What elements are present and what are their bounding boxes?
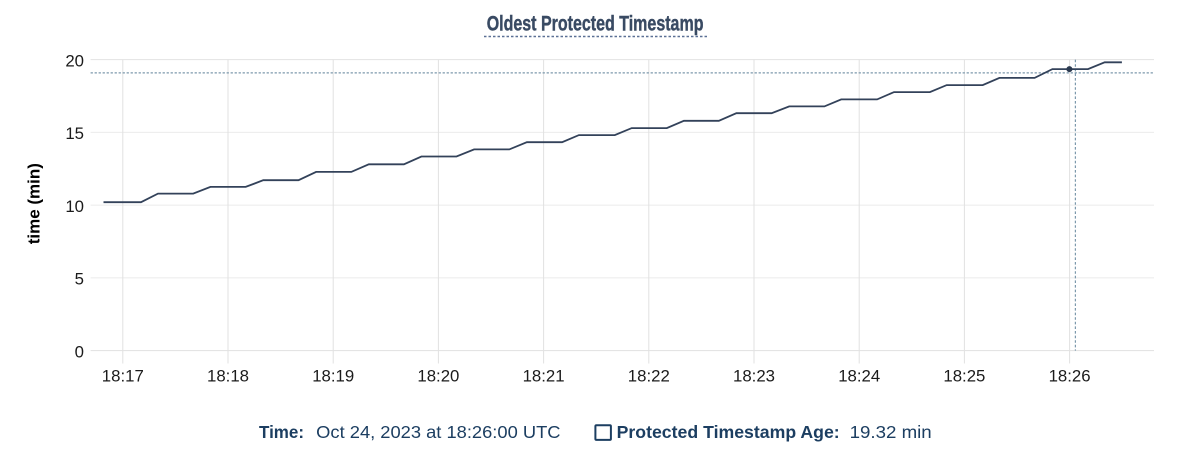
svg-text:Protected Timestamp Age:: Protected Timestamp Age: bbox=[617, 422, 840, 442]
svg-text:time (min): time (min) bbox=[25, 163, 44, 244]
svg-text:15: 15 bbox=[65, 124, 84, 143]
svg-text:0: 0 bbox=[75, 342, 84, 361]
svg-text:18:25: 18:25 bbox=[943, 366, 985, 385]
svg-text:18:22: 18:22 bbox=[628, 366, 670, 385]
svg-text:19.32 min: 19.32 min bbox=[850, 422, 932, 442]
svg-text:18:26: 18:26 bbox=[1049, 366, 1091, 385]
svg-text:18:19: 18:19 bbox=[312, 366, 354, 385]
svg-text:5: 5 bbox=[75, 270, 84, 289]
svg-text:18:24: 18:24 bbox=[838, 366, 880, 385]
svg-text:Time:: Time: bbox=[259, 422, 304, 442]
svg-text:18:17: 18:17 bbox=[102, 366, 144, 385]
svg-text:10: 10 bbox=[65, 197, 84, 216]
svg-text:18:23: 18:23 bbox=[733, 366, 775, 385]
svg-text:18:20: 18:20 bbox=[417, 366, 459, 385]
svg-text:20: 20 bbox=[65, 51, 84, 70]
svg-text:Oldest Protected Timestamp: Oldest Protected Timestamp bbox=[487, 13, 704, 36]
svg-text:Oct 24, 2023 at 18:26:00 UTC: Oct 24, 2023 at 18:26:00 UTC bbox=[316, 422, 560, 442]
svg-text:18:21: 18:21 bbox=[523, 366, 565, 385]
svg-text:18:18: 18:18 bbox=[207, 366, 249, 385]
